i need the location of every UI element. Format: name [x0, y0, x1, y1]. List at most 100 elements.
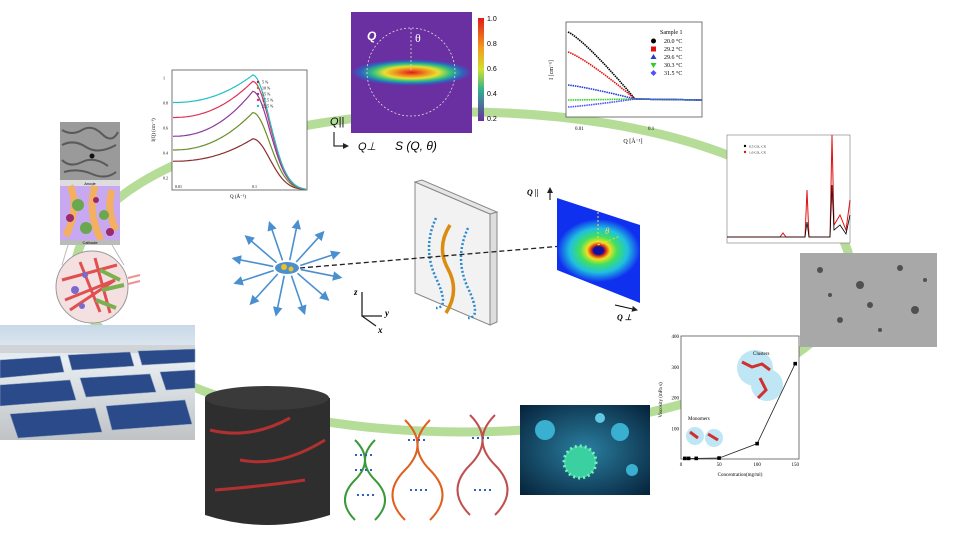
scattering-source — [231, 219, 343, 317]
viscosity-plot: Viscosity (mPa s) Concentration(mg/ml) 0… — [659, 335, 799, 478]
left-plot-legend-label: 5 % — [262, 80, 269, 85]
axis-y-label: y — [384, 308, 390, 318]
viscosity-xtick: 100 — [753, 463, 761, 468]
colorbar-tick: 0.6 — [487, 66, 497, 73]
left-plot-legend-label: 17.5 % — [262, 98, 274, 103]
virus-illustration — [520, 405, 650, 495]
sample-plot-title: Sample 1 — [660, 30, 683, 36]
legend-circle-marker — [651, 38, 656, 44]
dna-structures — [344, 414, 509, 521]
detector-theta: θ — [605, 226, 610, 236]
scatter-arrow — [288, 219, 301, 261]
sample-plot-legend-label: 29.6 °C — [664, 54, 682, 61]
sample-temperature-plot: I [cm⁻¹] Q [Å⁻¹] 0.01 0.1 Sample 1 20.0 … — [549, 21, 703, 145]
sample-plot-legend-label: 31.5 °C — [664, 70, 682, 77]
monomers-label: Monomers — [688, 417, 710, 422]
viscosity-point — [683, 456, 687, 461]
left-plot-xtick: 0.1 — [252, 184, 257, 189]
scatter-arrow — [300, 250, 341, 267]
colorbar-tick: 1.0 — [487, 16, 497, 23]
detector-q-parallel: Q || — [527, 188, 539, 197]
left-plot-legend-marker — [256, 86, 260, 90]
orientation-heatmap: Q θ 1.0 0.8 0.6 0.4 0.2 Q|| Q⊥ S (Q, θ) — [330, 12, 497, 153]
scatter-arrow — [296, 272, 330, 301]
xrd-legend-label: 1.0 CO₂ CX — [749, 151, 767, 155]
colorbar-tick: 0.8 — [487, 41, 497, 48]
heatmap-q-perp: Q⊥ — [358, 141, 376, 153]
viscosity-ytick: 100 — [672, 427, 680, 432]
scatter-arrow — [267, 220, 284, 261]
heatmap-caption: S (Q, θ) — [395, 139, 437, 153]
legend-square-marker — [651, 46, 656, 52]
sample-plot-ylabel: I [cm⁻¹] — [549, 60, 555, 80]
electrode-sphere — [55, 244, 141, 324]
left-plot-ytick: 0.4 — [163, 151, 168, 156]
heatmap-theta-label: θ — [415, 31, 421, 45]
sample-plot-xlabel: Q [Å⁻¹] — [623, 137, 642, 145]
xrd-legend-label: 0.5 CO₂ CX — [749, 145, 767, 149]
viscosity-ytick: 300 — [672, 366, 680, 371]
gray-micrograph — [800, 253, 937, 347]
scatter-arrow — [233, 269, 274, 286]
left-plot-ytick: 0.8 — [163, 101, 168, 106]
solar-panels-photo — [0, 325, 196, 440]
heatmap-q-label: Q — [367, 29, 377, 43]
viscosity-xtick: 0 — [680, 463, 683, 468]
left-plot-legend-label: 10 % — [262, 86, 271, 91]
sample-plot-xtick: 0.01 — [575, 127, 584, 132]
clusters-label: Clusters — [753, 352, 769, 357]
tem-micrograph — [60, 122, 120, 180]
left-plot-curve — [172, 90, 307, 190]
left-plot-legend-marker — [256, 98, 260, 102]
sample-plot-legend-label: 20.0 °C — [664, 38, 682, 45]
scatter-arrow — [300, 268, 343, 281]
left-plot-legend-label: 15 % — [262, 92, 271, 97]
scatter-arrow — [273, 275, 286, 317]
scatter-arrow — [244, 235, 278, 264]
xrd-plot: 0.5 CO₂ CX 1.0 CO₂ CX — [726, 134, 851, 244]
viscosity-ytick: 400 — [672, 335, 680, 340]
viscosity-point — [694, 456, 699, 461]
cathode-label: Cathode — [82, 240, 98, 245]
viscosity-point — [686, 456, 691, 461]
beam-line — [299, 241, 577, 269]
viscosity-xtick: 150 — [791, 463, 799, 468]
left-plot-legend-marker — [256, 80, 260, 84]
viscosity-point — [755, 441, 759, 446]
axis-z-label: z — [353, 287, 358, 297]
legend-triangle-marker — [650, 63, 657, 68]
viscosity-xtick: 50 — [717, 463, 723, 468]
left-plot-curve — [173, 111, 307, 190]
scatter-arrow — [295, 230, 325, 263]
xrd-legend-marker — [743, 150, 747, 154]
viscosity-ylabel: Viscosity (mPa s) — [659, 382, 664, 418]
left-plot-xlabel: Q (Å⁻¹) — [230, 194, 246, 200]
left-plot-legend-marker — [256, 92, 260, 96]
left-plot-curve — [172, 138, 307, 191]
sample-plot-curve — [567, 98, 702, 108]
left-plot-legend-label: 22.5 % — [262, 104, 274, 109]
sample-cylinder — [205, 386, 330, 525]
left-plot-legend-marker — [256, 104, 260, 108]
left-plot-xtick: 0.01 — [175, 184, 182, 189]
battery-anode-schematic: Anode Cathode — [60, 180, 120, 245]
scatter-arrow — [231, 255, 274, 268]
scatter-arrow — [249, 273, 279, 306]
legend-triangle-marker — [650, 54, 657, 59]
heatmap-q-parallel: Q|| — [330, 116, 344, 128]
left-plot-ytick: 1 — [163, 76, 165, 81]
heatmap-colorbar — [478, 18, 484, 121]
left-plot-curve — [173, 74, 307, 190]
detector-q-perp: Q ⊥ — [617, 313, 632, 322]
xrd-legend-marker — [743, 144, 747, 148]
viscosity-point — [793, 361, 797, 366]
colorbar-tick: 0.4 — [487, 91, 497, 98]
sample-plot-legend-label: 29.2 °C — [664, 46, 682, 53]
viscosity-ytick: 200 — [672, 397, 680, 402]
left-plot-ytick: 0.6 — [163, 126, 168, 131]
left-plot-ytick: 0.2 — [163, 176, 168, 181]
left-plot-ylabel: I(Q) (cm⁻¹) — [151, 118, 157, 142]
sample-plot-xtick: 0.1 — [648, 127, 655, 132]
scatter-arrow — [290, 275, 307, 316]
viscosity-point — [717, 456, 721, 460]
